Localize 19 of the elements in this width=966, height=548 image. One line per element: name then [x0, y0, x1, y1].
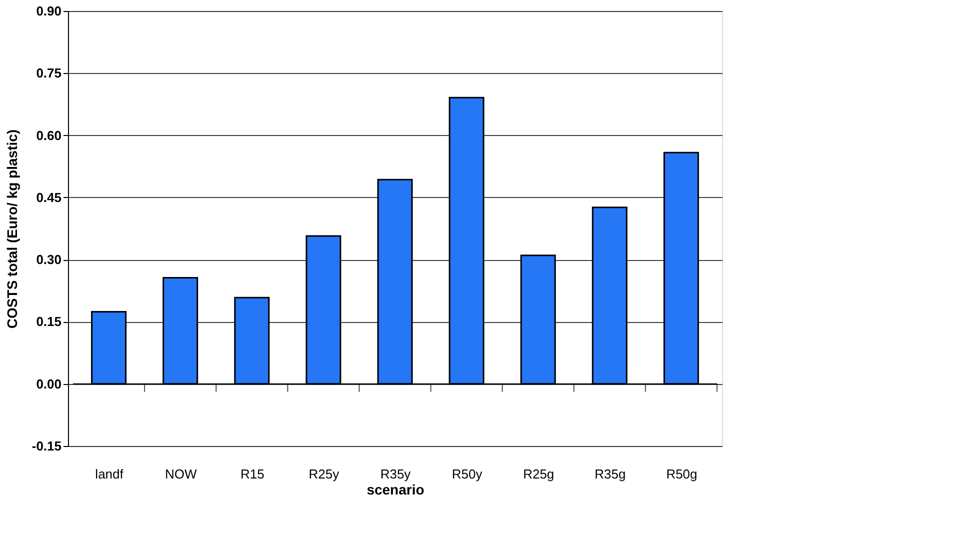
x-tick-label: R15 — [240, 466, 264, 482]
x-tick-label: R50y — [452, 466, 483, 482]
y-tick-label: 0.45 — [36, 190, 62, 205]
x-tick-label: R25g — [523, 466, 554, 482]
y-tick-label: 0.60 — [36, 128, 62, 143]
y-tick-label: 0.30 — [36, 252, 62, 268]
x-tick-label: R50g — [666, 466, 698, 482]
x-tick-label: NOW — [164, 466, 198, 482]
y-tick-label: 0.90 — [36, 4, 62, 18]
y-tick-label: 0.75 — [36, 66, 62, 81]
y-tick-label: 0.15 — [36, 314, 62, 330]
y-tick-label: -0.15 — [32, 438, 62, 454]
x-axis-title: scenario — [366, 482, 424, 498]
x-tick-label: R35g — [594, 466, 626, 482]
y-axis-title: COSTS total (Euro/ kg plastic) — [4, 129, 20, 329]
y-tick-label: 0.00 — [36, 376, 62, 392]
x-tick-label: R25y — [308, 466, 340, 482]
x-tick-label: landf — [95, 466, 124, 482]
x-tick-label: R35y — [380, 466, 412, 482]
